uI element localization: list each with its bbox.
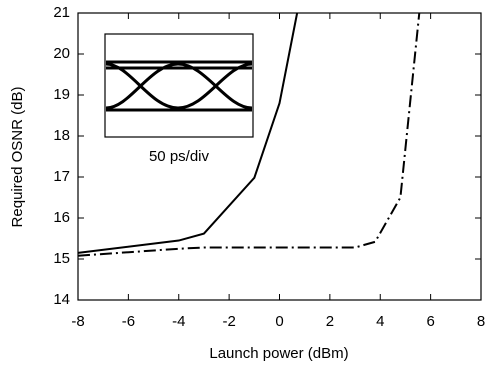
x-tick-label: -4 bbox=[172, 313, 185, 330]
y-tick-label: 19 bbox=[53, 86, 70, 103]
y-tick-label: 14 bbox=[53, 291, 70, 308]
x-tick-label: 0 bbox=[275, 313, 283, 330]
x-tick-label: 4 bbox=[376, 313, 384, 330]
page: Launch power (dBm) Required OSNR (dB) 50… bbox=[0, 0, 488, 372]
inset-frame bbox=[105, 34, 253, 137]
y-tick-label: 17 bbox=[53, 168, 70, 185]
y-tick-label: 18 bbox=[53, 127, 70, 144]
y-axis-label: Required OSNR (dB) bbox=[9, 87, 26, 228]
inset-label: 50 ps/div bbox=[149, 148, 210, 165]
x-tick-label: 8 bbox=[477, 313, 485, 330]
x-tick-label: 2 bbox=[326, 313, 334, 330]
x-tick-label: -2 bbox=[222, 313, 235, 330]
inset: 50 ps/div bbox=[105, 34, 253, 165]
y-tick-label: 15 bbox=[53, 250, 70, 267]
x-axis-label: Launch power (dBm) bbox=[209, 345, 348, 362]
x-tick-label: -8 bbox=[71, 313, 84, 330]
x-tick-label: 6 bbox=[426, 313, 434, 330]
x-tick-label: -6 bbox=[122, 313, 135, 330]
y-tick-label: 21 bbox=[53, 4, 70, 21]
y-tick-label: 20 bbox=[53, 45, 70, 62]
chart: Launch power (dBm) Required OSNR (dB) 50… bbox=[0, 0, 488, 367]
y-tick-label: 16 bbox=[53, 209, 70, 226]
